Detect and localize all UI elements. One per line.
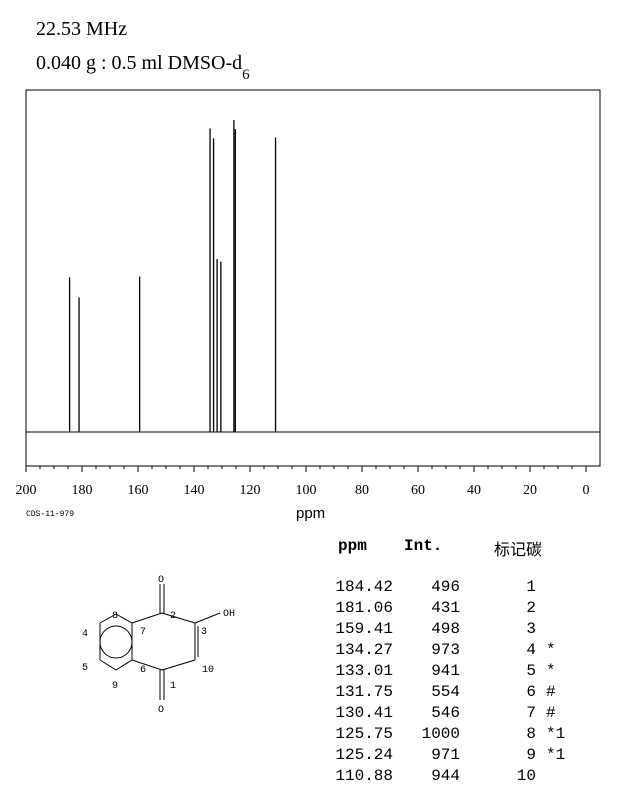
atom-label-o-bottom: O	[158, 705, 164, 716]
peak-ppm: 181.06	[335, 599, 393, 617]
carbon-mark: *1	[546, 725, 566, 743]
peak-intensity: 496	[431, 578, 460, 596]
peak-ppm: 159.41	[335, 620, 393, 638]
peak-ppm: 130.41	[335, 704, 393, 722]
atom-number-6: 6	[140, 665, 146, 676]
carbon-index: 8	[526, 725, 536, 743]
carbon-mark: *1	[546, 746, 566, 764]
atom-number-3: 3	[201, 627, 207, 638]
x-axis-label: ppm	[296, 505, 326, 522]
x-tick-label: 120	[240, 483, 261, 498]
carbon-index: 7	[526, 704, 536, 722]
peak-ppm: 110.88	[335, 767, 393, 785]
nmr-spectrum-chart: 200 180 160 140 120 100 80 60 40 20 0	[16, 89, 601, 498]
atom-number-9: 9	[112, 681, 118, 692]
atom-label-o-top: O	[158, 575, 164, 586]
peak-ppm: 125.24	[335, 746, 393, 764]
peak-ppm: 131.75	[335, 683, 393, 701]
peak-ppm: 134.27	[335, 641, 393, 659]
x-tick-label: 0	[583, 483, 590, 498]
peak-intensity: 554	[431, 683, 460, 701]
table-header-ppm: ppm	[338, 537, 367, 555]
x-tick-label: 60	[411, 483, 425, 498]
atom-number-4: 4	[82, 629, 88, 640]
x-tick-label: 40	[467, 483, 481, 498]
spectrometer-frequency: 22.53 MHz	[36, 18, 128, 40]
atom-number-8: 8	[112, 611, 118, 622]
carbon-index: 4	[526, 641, 536, 659]
x-tick-label: 160	[128, 483, 149, 498]
sample-conditions: 0.040 g : 0.5 ml DMSO-d6	[36, 52, 250, 83]
atom-number-10: 10	[202, 665, 214, 676]
peak-intensity: 971	[431, 746, 460, 764]
peak-ppm: 133.01	[335, 662, 393, 680]
carbon-mark: *	[546, 662, 556, 680]
x-tick-label: 20	[523, 483, 537, 498]
atom-label-oh: OH	[223, 609, 235, 620]
carbon-index: 1	[526, 578, 536, 596]
structure-bonds	[99, 584, 221, 700]
carbon-index: 2	[526, 599, 536, 617]
x-tick-label: 100	[296, 483, 317, 498]
atom-number-2: 2	[170, 611, 176, 622]
sample-solvent: 0.040 g : 0.5 ml DMSO-d	[36, 52, 243, 74]
table-header-intensity: Int.	[404, 537, 443, 555]
carbon-mark: #	[546, 704, 556, 722]
carbon-index: 6	[526, 683, 536, 701]
structure-labels: O OH O 1 2 3 4 5 6 7 8 9 10	[82, 575, 235, 716]
x-tick-label: 180	[72, 483, 93, 498]
peak-intensity: 431	[431, 599, 460, 617]
plot-frame	[25, 89, 601, 467]
carbon-index: 5	[526, 662, 536, 680]
atom-number-5: 5	[82, 663, 88, 674]
peak-ppm: 125.75	[335, 725, 393, 743]
carbon-index: 9	[526, 746, 536, 764]
atom-number-7: 7	[140, 627, 146, 638]
molecule-structure: O OH O 1 2 3 4 5 6 7 8 9 10	[82, 575, 235, 716]
carbon-index: 3	[526, 620, 536, 638]
carbon-mark: #	[546, 683, 556, 701]
carbon-mark: *	[546, 641, 556, 659]
peak-intensity: 498	[431, 620, 460, 638]
peak-intensity: 944	[431, 767, 460, 785]
table-header-carbon: 标记碳	[494, 542, 543, 559]
solvent-subscript: 6	[242, 67, 250, 83]
x-axis-ticks	[25, 466, 587, 472]
peak-intensity: 941	[431, 662, 460, 680]
spectrum-peaks	[68, 120, 277, 432]
x-tick-label: 80	[355, 483, 369, 498]
spectrum-code: CDS-11-979	[26, 510, 75, 519]
carbon-index: 10	[516, 767, 536, 785]
peak-ppm: 184.42	[335, 578, 393, 596]
peak-intensity: 1000	[421, 725, 460, 743]
peak-intensity: 973	[431, 641, 460, 659]
peak-intensity: 546	[431, 704, 460, 722]
x-tick-label: 200	[16, 483, 37, 498]
x-tick-label: 140	[184, 483, 205, 498]
atom-number-1: 1	[170, 681, 176, 692]
x-axis-tick-labels: 200 180 160 140 120 100 80 60 40 20 0	[16, 483, 590, 498]
